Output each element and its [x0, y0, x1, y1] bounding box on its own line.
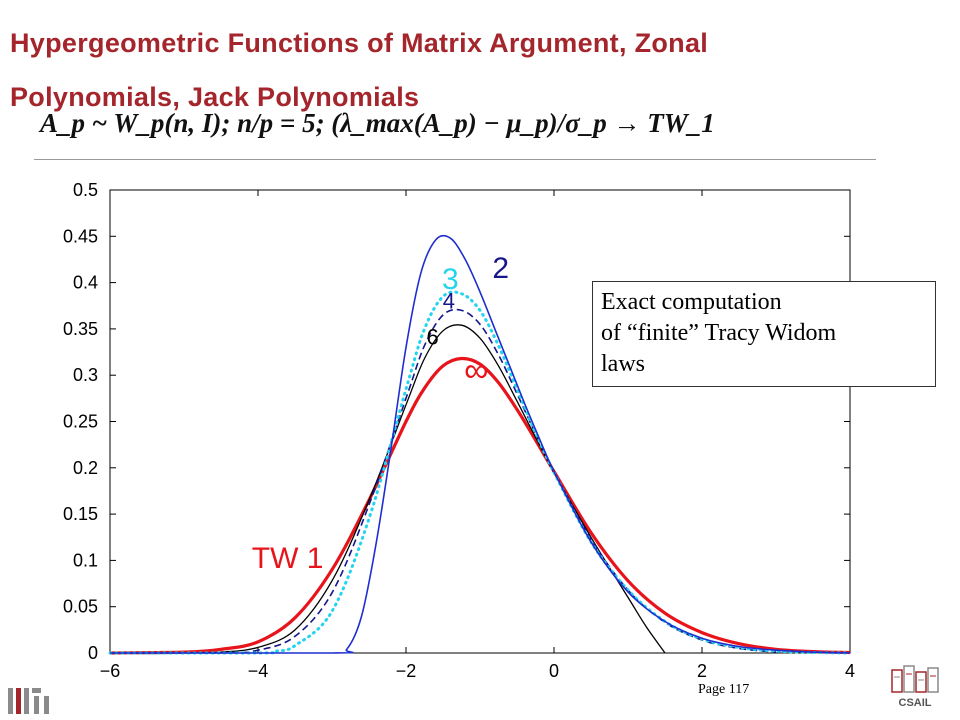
y-tick-label: 0.35	[63, 319, 98, 339]
series-label: TW 1	[252, 542, 324, 575]
series-label: 6	[427, 325, 439, 350]
annotation-line: laws	[601, 351, 645, 377]
slide-title: Hypergeometric Functions of Matrix Argum…	[10, 16, 910, 124]
y-tick-label: 0.5	[73, 180, 98, 200]
csail-logo-text: CSAIL	[899, 697, 932, 709]
x-tick-label: 4	[845, 661, 855, 681]
slide-title-line2: Polynomials, Jack Polynomials	[10, 82, 420, 112]
slide-title-line1: Hypergeometric Functions of Matrix Argum…	[10, 28, 709, 58]
series-line-2	[110, 234, 851, 654]
x-tick-label: −4	[248, 661, 269, 681]
series-label: 2	[492, 252, 509, 285]
y-tick-label: 0.1	[73, 550, 98, 570]
annotation-box: Exact computation of “finite” Tracy Wido…	[592, 281, 936, 387]
series-line-4	[110, 308, 777, 654]
y-tick-label: 0.05	[63, 597, 98, 617]
y-tick-label: 0.2	[73, 458, 98, 478]
divider	[34, 159, 876, 160]
formula: A_p ~ W_p(n, I); n/p = 5; (λ_max(A_p) − …	[40, 108, 715, 138]
series-line-tw-1	[109, 356, 851, 655]
annotation-line: Exact computation	[601, 289, 782, 315]
series-line-3	[108, 290, 852, 655]
mit-logo	[8, 688, 49, 714]
series-label: 3	[442, 263, 459, 296]
x-tick-label: 2	[697, 661, 707, 681]
plot-frame	[109, 189, 851, 654]
x-tick-label: 0	[549, 661, 559, 681]
series-line-6	[110, 324, 666, 654]
y-tick-label: 0.25	[63, 412, 98, 432]
y-tick-label: 0	[88, 643, 98, 663]
annotation-line: of “finite” Tracy Widom	[601, 320, 837, 346]
y-tick-label: 0.3	[73, 365, 98, 385]
series-label: ∞	[464, 352, 488, 390]
csail-logo: CSAIL	[891, 665, 939, 709]
x-tick-label: −2	[396, 661, 417, 681]
page-number: Page 117	[698, 682, 750, 697]
x-tick-label: −6	[100, 661, 121, 681]
series-label: 4	[443, 289, 455, 314]
y-tick-label: 0.4	[73, 273, 98, 293]
y-tick-label: 0.15	[63, 504, 98, 524]
y-tick-label: 0.45	[63, 226, 98, 246]
